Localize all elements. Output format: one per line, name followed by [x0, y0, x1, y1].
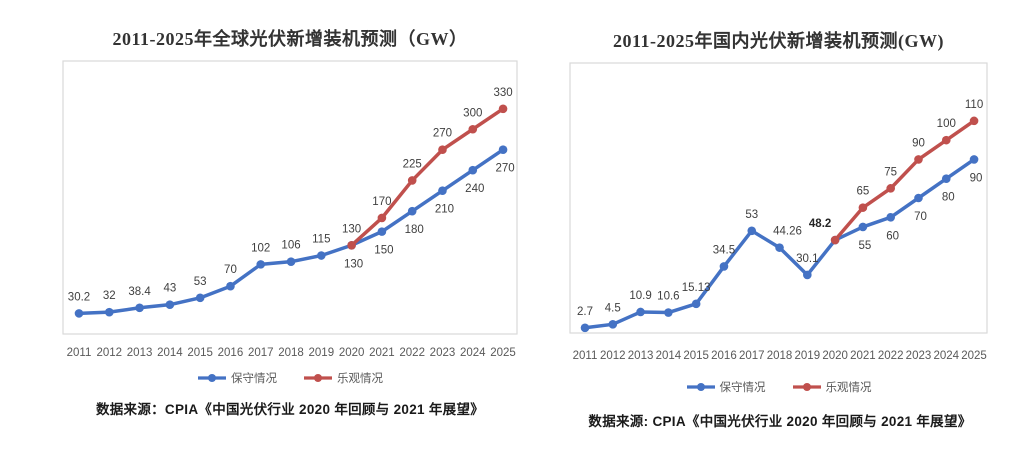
svg-text:2021: 2021 [369, 347, 395, 359]
legend-line-marker-icon [198, 374, 226, 382]
svg-text:270: 270 [433, 128, 452, 140]
svg-text:2025: 2025 [961, 350, 987, 362]
legend-item-optimistic: 乐观情况 [303, 370, 383, 386]
svg-text:48.2: 48.2 [809, 218, 831, 230]
legend-label-conservative: 保守情况 [719, 382, 766, 394]
svg-text:15.13: 15.13 [682, 282, 711, 294]
svg-text:130: 130 [344, 258, 363, 270]
svg-text:2016: 2016 [711, 350, 737, 362]
domestic-chart-source: 数据来源: CPIA《中国光伏行业 2020 年回顾与 2021 年展望》 [588, 414, 972, 429]
svg-text:2018: 2018 [278, 347, 304, 359]
legend-label-conservative: 保守情况 [231, 373, 277, 385]
svg-text:2019: 2019 [309, 347, 335, 359]
svg-text:2021: 2021 [850, 350, 876, 362]
svg-text:130: 130 [342, 223, 361, 235]
svg-text:115: 115 [312, 234, 330, 246]
svg-text:38.4: 38.4 [128, 286, 151, 298]
svg-text:2017: 2017 [248, 347, 274, 359]
svg-text:330: 330 [493, 87, 512, 99]
svg-text:2013: 2013 [628, 350, 654, 362]
svg-text:2024: 2024 [460, 347, 486, 359]
svg-text:2015: 2015 [187, 347, 213, 359]
svg-text:180: 180 [405, 224, 424, 236]
svg-text:30.2: 30.2 [68, 291, 90, 303]
legend-label-optimistic: 乐观情况 [337, 373, 383, 385]
svg-text:150: 150 [374, 245, 393, 257]
svg-text:2017: 2017 [739, 350, 765, 362]
legend-line-marker-icon [304, 374, 332, 382]
svg-text:65: 65 [857, 186, 870, 198]
svg-text:10.6: 10.6 [657, 291, 679, 303]
svg-text:2020: 2020 [339, 347, 365, 359]
legend-line-marker-icon [792, 383, 821, 391]
svg-text:100: 100 [937, 118, 956, 130]
svg-text:2.7: 2.7 [577, 306, 593, 318]
svg-text:32: 32 [103, 290, 116, 302]
svg-text:225: 225 [403, 158, 422, 170]
svg-text:70: 70 [224, 264, 237, 276]
svg-text:240: 240 [465, 183, 484, 195]
svg-text:70: 70 [914, 211, 927, 223]
svg-text:2014: 2014 [656, 350, 682, 362]
svg-text:4.5: 4.5 [605, 302, 621, 314]
svg-text:2019: 2019 [795, 350, 821, 362]
domestic-chart-title: 2011-2025年国内光伏新增装机预测(GW) [613, 31, 944, 51]
svg-text:53: 53 [194, 276, 207, 288]
legend-line-marker-icon [686, 383, 715, 391]
svg-text:102: 102 [251, 242, 270, 254]
global-chart-title: 2011-2025年全球光伏新增装机预测（GW） [112, 29, 468, 49]
svg-text:2012: 2012 [600, 350, 626, 362]
svg-text:270: 270 [495, 163, 514, 175]
svg-text:300: 300 [463, 107, 482, 119]
global-chart-source: 数据来源：CPIA《中国光伏行业 2020 年回顾与 2021 年展望》 [95, 402, 485, 417]
svg-text:170: 170 [372, 196, 391, 208]
global-chart-plot: 2011 2012 2013 2014 2015 2016 2017 2018 2019 2020… [62, 60, 518, 359]
svg-text:106: 106 [281, 240, 300, 252]
svg-text:55: 55 [859, 240, 872, 252]
legend-label-optimistic: 乐观情况 [825, 382, 872, 394]
svg-text:60: 60 [886, 230, 899, 242]
svg-text:2012: 2012 [96, 347, 122, 359]
svg-text:90: 90 [970, 172, 983, 184]
svg-text:2024: 2024 [933, 350, 959, 362]
svg-text:44.26: 44.26 [773, 226, 802, 238]
svg-text:2016: 2016 [218, 347, 244, 359]
global-chart-legend: 保守情况 乐观情况 [63, 370, 517, 386]
domestic-chart-legend: 保守情况 乐观情况 [570, 379, 987, 395]
svg-text:2022: 2022 [399, 347, 425, 359]
svg-text:110: 110 [965, 99, 983, 111]
svg-text:75: 75 [884, 166, 897, 178]
svg-text:43: 43 [163, 283, 176, 295]
svg-text:10.9: 10.9 [629, 290, 651, 302]
svg-text:2015: 2015 [683, 350, 709, 362]
svg-text:210: 210 [435, 204, 454, 216]
svg-text:2020: 2020 [822, 350, 848, 362]
svg-text:2018: 2018 [767, 350, 793, 362]
svg-text:2023: 2023 [430, 347, 456, 359]
svg-text:30.1: 30.1 [796, 253, 818, 265]
svg-text:2011: 2011 [67, 347, 92, 359]
svg-text:2022: 2022 [878, 350, 904, 362]
svg-text:80: 80 [942, 192, 955, 204]
svg-text:2011: 2011 [573, 350, 598, 362]
svg-text:90: 90 [912, 137, 925, 149]
svg-text:53: 53 [745, 209, 758, 221]
legend-item-conservative: 保守情况 [686, 379, 766, 395]
svg-text:2014: 2014 [157, 347, 183, 359]
svg-text:2023: 2023 [906, 350, 932, 362]
svg-text:2025: 2025 [490, 347, 516, 359]
domestic-chart-plot: 2011 2012 2013 2014 2015 2016 2017 2018 2019 2020… [569, 62, 988, 362]
svg-text:34.5: 34.5 [713, 244, 735, 256]
legend-item-conservative: 保守情况 [197, 370, 277, 386]
svg-text:2013: 2013 [127, 347, 153, 359]
legend-item-optimistic: 乐观情况 [792, 379, 872, 395]
